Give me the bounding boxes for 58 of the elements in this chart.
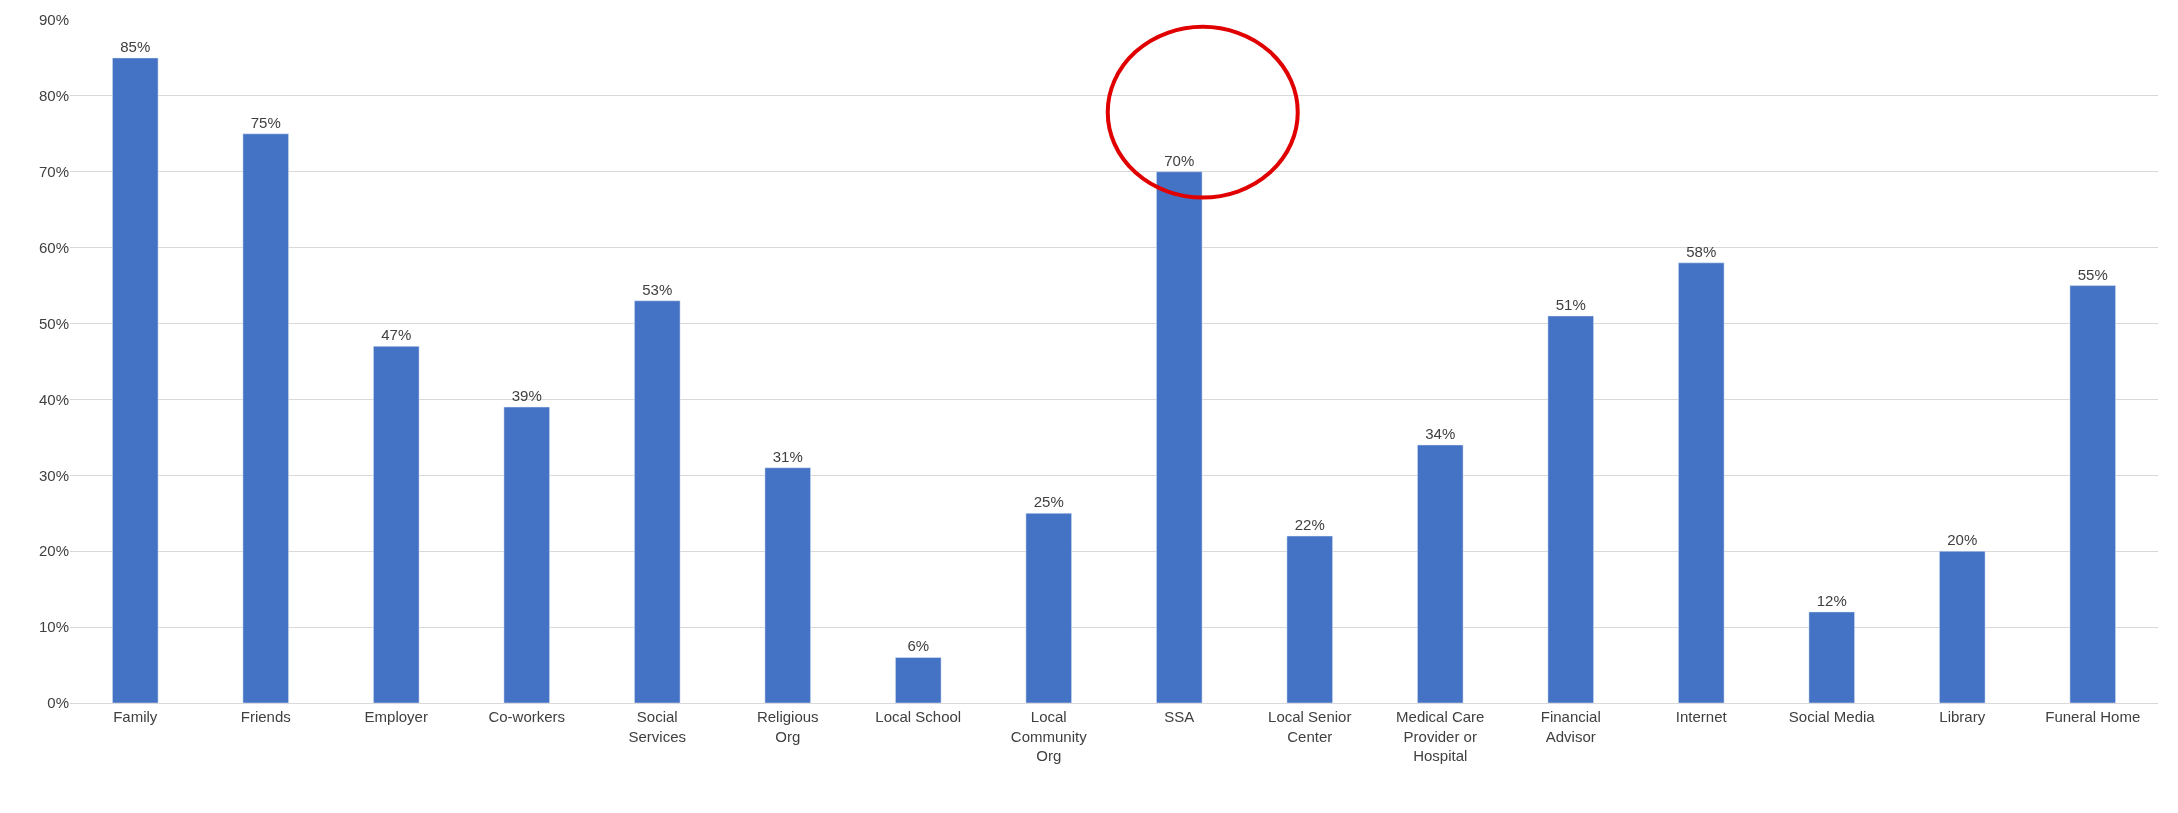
x-tick-label: Local School xyxy=(875,708,962,725)
bar xyxy=(764,467,811,703)
data-label: 39% xyxy=(511,387,542,405)
x-tick-label: Co-workers xyxy=(488,708,566,725)
x-tick-label: Religious Org xyxy=(756,708,819,745)
y-tick-label: 80% xyxy=(38,87,69,105)
data-label: 20% xyxy=(1947,531,1978,549)
data-label: 85% xyxy=(120,37,151,55)
bar xyxy=(1286,535,1333,703)
bar xyxy=(373,346,420,703)
bar xyxy=(1939,550,1986,703)
data-label: 58% xyxy=(1686,242,1717,260)
x-tick-label: Funeral Home xyxy=(2045,708,2141,725)
x-tick-label: Social Media xyxy=(1788,708,1876,725)
y-tick-label: 40% xyxy=(38,390,69,408)
y-tick-label: 20% xyxy=(38,542,69,560)
data-label: 25% xyxy=(1033,493,1064,511)
bar xyxy=(1417,444,1464,703)
bar xyxy=(1156,171,1203,703)
data-label: 31% xyxy=(772,447,803,465)
x-tick-label: Financial Advisor xyxy=(1540,708,1601,745)
data-label: 34% xyxy=(1425,424,1456,442)
bar xyxy=(895,657,942,703)
data-label: 47% xyxy=(381,326,412,344)
x-tick-label: Medical Care Provider or Hospital xyxy=(1396,708,1485,764)
bar xyxy=(1678,262,1725,703)
bar xyxy=(2069,285,2116,703)
y-tick-label: 30% xyxy=(38,466,69,484)
x-tick-label: Social Services xyxy=(628,708,687,745)
bar xyxy=(503,406,550,703)
bar xyxy=(1808,611,1855,703)
data-label: 12% xyxy=(1816,591,1847,609)
bar xyxy=(242,133,289,703)
data-label: 70% xyxy=(1164,151,1195,169)
x-tick-label: Friends xyxy=(240,708,291,725)
bar xyxy=(1547,315,1594,703)
bar xyxy=(1025,513,1072,703)
y-tick-label: 0% xyxy=(47,694,69,712)
y-tick-label: 50% xyxy=(38,314,69,332)
data-label: 51% xyxy=(1555,295,1586,313)
y-tick-label: 60% xyxy=(38,238,69,256)
y-tick-label: 90% xyxy=(38,11,69,29)
x-tick-label: SSA xyxy=(1164,708,1195,725)
x-tick-label: Family xyxy=(113,708,158,725)
x-tick-label: Local Community Org xyxy=(1010,708,1088,764)
bar xyxy=(112,57,159,703)
bar xyxy=(634,300,681,703)
x-tick-label: Internet xyxy=(1675,708,1728,725)
data-label: 22% xyxy=(1294,516,1325,534)
x-tick-label: Library xyxy=(1939,708,1986,725)
x-tick-label: Local Senior Center xyxy=(1268,708,1352,745)
data-label: 55% xyxy=(2077,265,2108,283)
y-tick-label: 10% xyxy=(38,618,69,636)
y-tick-label: 70% xyxy=(38,163,69,181)
data-label: 6% xyxy=(907,637,930,655)
data-label: 75% xyxy=(250,113,281,131)
data-label: 53% xyxy=(642,280,673,298)
x-tick-label: Employer xyxy=(364,708,428,725)
